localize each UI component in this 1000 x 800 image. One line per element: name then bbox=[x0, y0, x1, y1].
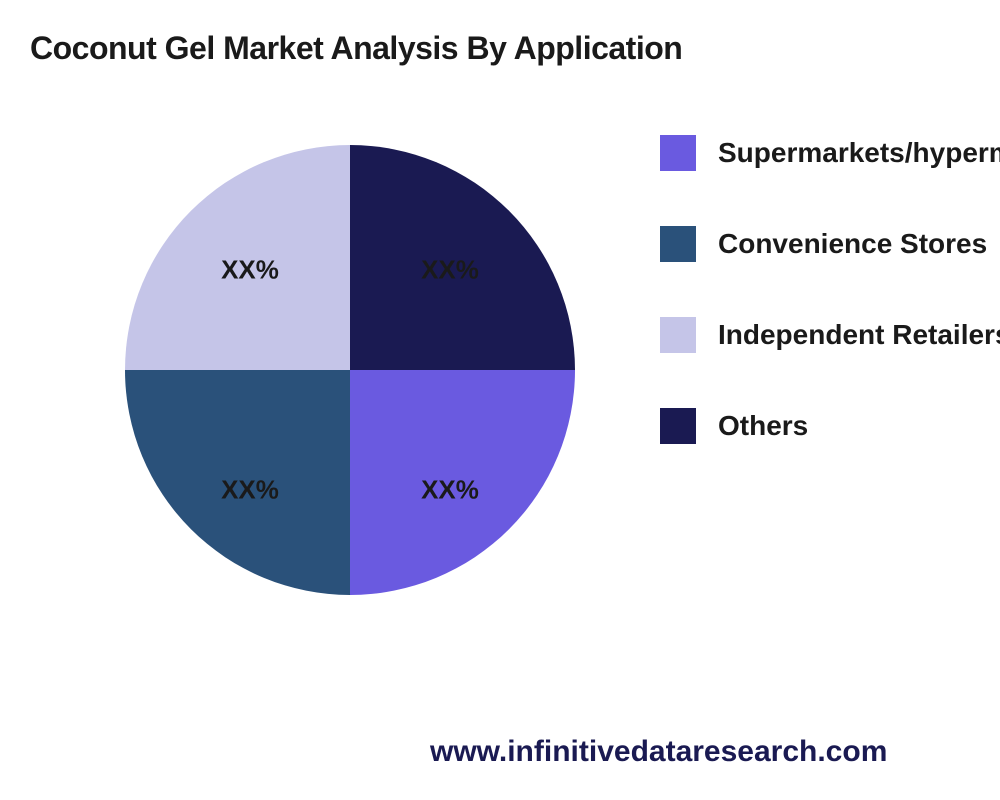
chart-title: Coconut Gel Market Analysis By Applicati… bbox=[30, 30, 682, 67]
pie-chart bbox=[125, 145, 575, 595]
legend-label: Convenience Stores bbox=[718, 228, 987, 260]
legend-label: Others bbox=[718, 410, 808, 442]
legend-item: Convenience Stores bbox=[660, 226, 1000, 262]
legend-swatch bbox=[660, 317, 696, 353]
pie-slice-label: XX% bbox=[421, 255, 479, 286]
legend-label: Independent Retailers bbox=[718, 319, 1000, 351]
footer-url: www.infinitivedataresearch.com bbox=[430, 735, 887, 769]
legend-swatch bbox=[660, 408, 696, 444]
legend-item: Independent Retailers bbox=[660, 317, 1000, 353]
legend-swatch bbox=[660, 226, 696, 262]
pie-slice-label: XX% bbox=[221, 475, 279, 506]
pie-svg bbox=[125, 145, 575, 595]
pie-slice-label: XX% bbox=[421, 475, 479, 506]
pie-slice-label: XX% bbox=[221, 255, 279, 286]
legend-label: Supermarkets/hypermarkets bbox=[718, 137, 1000, 169]
legend-swatch bbox=[660, 135, 696, 171]
legend-item: Supermarkets/hypermarkets bbox=[660, 135, 1000, 171]
legend-item: Others bbox=[660, 408, 1000, 444]
chart-legend: Supermarkets/hypermarkets Convenience Sto… bbox=[660, 135, 1000, 444]
